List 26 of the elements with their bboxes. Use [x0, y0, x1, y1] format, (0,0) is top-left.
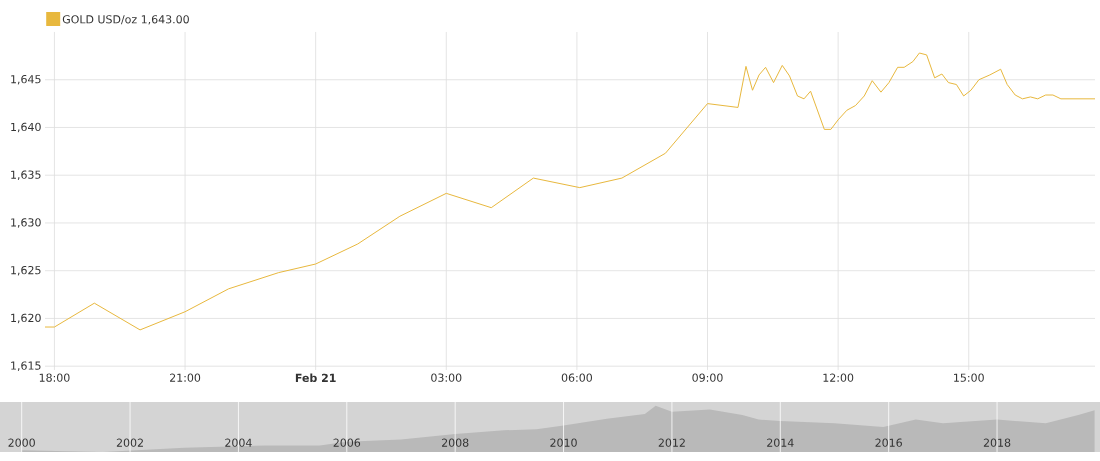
x-tick-label: 18:00 [39, 373, 70, 382]
y-tick-label: 1,630 [11, 218, 41, 228]
x-tick-label: 03:00 [431, 373, 462, 382]
x-tick-label: 21:00 [170, 373, 201, 382]
x-tick-label: 2006 [333, 438, 361, 447]
x-tick-label: 15:00 [954, 373, 984, 382]
y-tick-label: 1,640 [11, 122, 41, 133]
y-tick-label: 1,635 [11, 170, 41, 180]
x-tick-label: Feb 21 [295, 373, 336, 383]
x-tick-label: 2008 [441, 438, 469, 447]
y-tick-label: 1,615 [11, 361, 41, 371]
x-tick-label: 06:00 [561, 373, 593, 382]
y-tick-label: 1,620 [11, 313, 41, 324]
y-tick-label: 1,625 [11, 265, 41, 276]
x-tick-label: 12:00 [823, 373, 854, 382]
x-tick-label: 2010 [550, 438, 577, 447]
legend-label: GOLD USD/oz 1,643.00 [62, 15, 189, 25]
x-tick-label: 2018 [983, 438, 1011, 447]
x-tick-label: 2000 [8, 438, 35, 447]
x-tick-label: 2004 [225, 438, 252, 447]
x-tick-label: 2016 [875, 438, 902, 447]
x-tick-label: 2012 [658, 438, 685, 447]
x-tick-label: 2014 [767, 438, 794, 447]
x-tick-label: 2002 [116, 438, 143, 447]
x-tick-label: 09:00 [692, 373, 723, 382]
y-tick-label: 1,645 [11, 75, 41, 85]
